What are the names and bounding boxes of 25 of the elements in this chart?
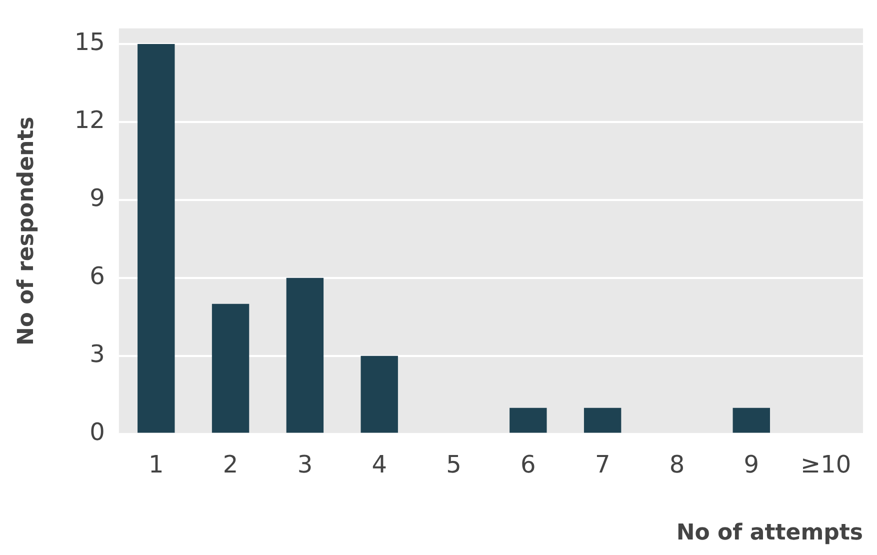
y-tick-label: 15	[74, 28, 105, 56]
bar	[138, 44, 175, 433]
x-tick-label: 4	[372, 450, 387, 478]
x-tick-label: 7	[594, 450, 610, 478]
bar	[212, 304, 250, 433]
x-tick-label: 6	[520, 450, 536, 478]
y-tick-label: 9	[90, 184, 105, 212]
y-tick-label: 12	[74, 106, 105, 134]
x-axis-title: No of attempts	[676, 520, 863, 546]
bar	[360, 356, 398, 433]
y-tick-label: 0	[90, 418, 105, 446]
x-tick-label: 2	[222, 450, 238, 478]
x-tick-label: 3	[297, 450, 313, 478]
bar	[732, 408, 770, 433]
bar	[286, 278, 324, 433]
bar	[510, 408, 547, 433]
x-tick-label: 8	[669, 450, 685, 478]
y-tick-label: 3	[90, 340, 105, 368]
x-tick-label: 1	[148, 450, 164, 478]
bar	[584, 408, 622, 433]
x-tick-label: 9	[744, 450, 760, 478]
y-axis-title: No of respondents	[14, 116, 39, 346]
y-tick-label: 6	[90, 262, 105, 290]
x-tick-label: 5	[446, 450, 462, 478]
x-tick-label: ≥10	[800, 450, 852, 478]
